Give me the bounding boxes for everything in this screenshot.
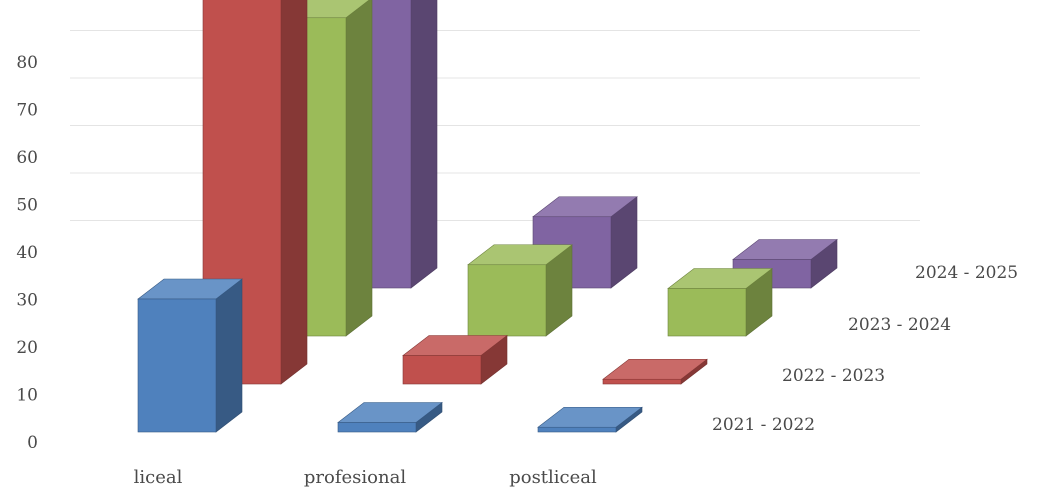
x-axis-category-labels: liceal profesional postliceal: [134, 467, 597, 488]
category-label: liceal: [134, 467, 183, 488]
bar-front: [402, 355, 482, 385]
y-tick-label: 60: [16, 148, 38, 168]
bar: [602, 358, 708, 385]
y-tick-label: 10: [16, 386, 38, 406]
y-tick-label: 80: [16, 53, 38, 73]
gridlines: [70, 30, 920, 221]
bar: [537, 406, 643, 433]
bar-front: [667, 288, 747, 337]
bar-side: [215, 278, 243, 433]
y-tick-label: 0: [27, 433, 38, 453]
series-1: [137, 278, 643, 433]
bar-front: [137, 298, 217, 433]
series-label: 2022 - 2023: [782, 366, 885, 386]
bar-front: [602, 378, 682, 385]
y-tick-label: 20: [16, 338, 38, 358]
series-3: [267, 0, 773, 337]
bar: [137, 278, 243, 433]
bar-side: [280, 0, 308, 385]
category-label: postliceal: [509, 467, 597, 488]
bar-front: [537, 426, 617, 433]
y-tick-label: 50: [16, 196, 38, 216]
bar: [667, 267, 773, 337]
series-labels: 2021 - 2022 2022 - 2023 2023 - 2024 2024 - …: [712, 263, 1018, 435]
y-tick-label: 30: [16, 291, 38, 311]
y-axis-tick-labels: 0 10 20 30 40 50 60 70 80: [16, 53, 38, 453]
bar: [467, 244, 573, 337]
y-tick-label: 70: [16, 101, 38, 121]
bars: [137, 0, 838, 433]
series-label: 2021 - 2022: [712, 415, 815, 435]
y-tick-label: 40: [16, 243, 38, 263]
bar: [337, 401, 443, 433]
series-2: [202, 0, 708, 385]
series-label: 2024 - 2025: [915, 263, 1018, 283]
bar-side: [410, 0, 438, 289]
bar: [402, 334, 508, 385]
bar-front: [467, 264, 547, 337]
bar-front: [337, 422, 417, 433]
series-label: 2023 - 2024: [848, 315, 951, 335]
bar-side: [345, 0, 373, 337]
series-4: [332, 0, 838, 289]
category-label: profesional: [304, 467, 406, 488]
